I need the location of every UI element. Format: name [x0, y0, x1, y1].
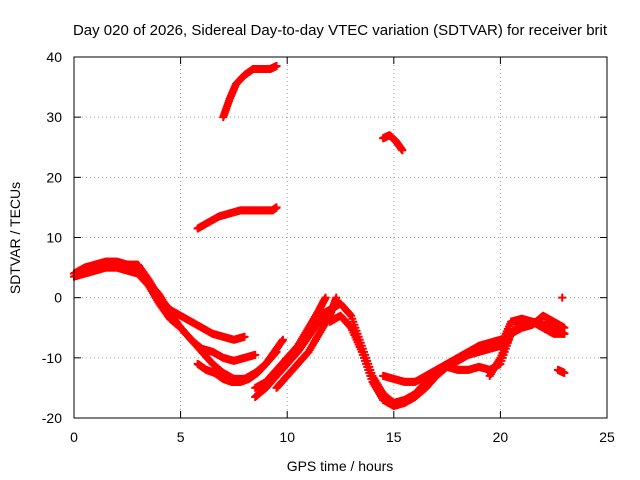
tick-labels: 0 5 10 15 20 25 -20 -10 0 10 20 30 40 — [42, 49, 615, 445]
x-tick-label: 25 — [599, 429, 615, 445]
data-point — [251, 350, 260, 359]
x-tick-label: 0 — [70, 429, 78, 445]
data-point — [398, 146, 407, 155]
y-tick-label: 30 — [46, 109, 62, 125]
series-track-k — [485, 311, 569, 380]
data-point — [346, 310, 355, 319]
x-tick-label: 15 — [386, 429, 402, 445]
series-track-p — [558, 293, 567, 302]
x-tick-label: 5 — [177, 429, 185, 445]
x-tick-label: 10 — [279, 429, 295, 445]
chart-title: Day 020 of 2026, Sidereal Day-to-day VTE… — [73, 22, 608, 39]
y-tick-label: -10 — [42, 350, 62, 366]
data-point — [560, 368, 569, 377]
data-point — [272, 62, 281, 71]
series-track-o — [553, 365, 569, 377]
y-tick-label: 10 — [46, 230, 62, 246]
y-tick-label: 0 — [54, 290, 62, 306]
series-track-d — [193, 335, 287, 386]
data-point — [240, 332, 249, 341]
y-tick-label: 40 — [46, 49, 62, 65]
x-tick-label: 20 — [493, 429, 509, 445]
series-track-m — [193, 203, 281, 233]
y-tick-label: -20 — [42, 410, 62, 426]
grid-lines — [74, 57, 607, 418]
y-tick-label: 20 — [46, 169, 62, 185]
data-point — [278, 335, 287, 344]
data-point — [560, 323, 569, 332]
data-point — [272, 203, 281, 212]
data-point — [558, 293, 567, 302]
data-point — [321, 293, 330, 302]
series-track-n — [379, 131, 407, 155]
data-point — [332, 293, 341, 302]
data-marks — [70, 62, 569, 410]
series-track-l — [219, 62, 281, 122]
y-axis-label: SDTVAR / TECUs — [7, 182, 23, 294]
x-axis-label: GPS time / hours — [287, 458, 394, 474]
axis-ticks — [73, 56, 608, 419]
